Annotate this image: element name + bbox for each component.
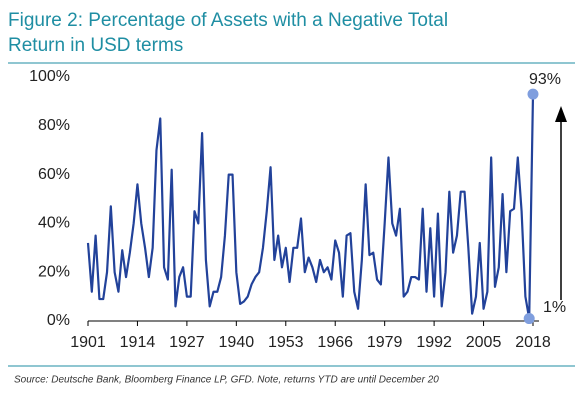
x-tick-label: 1914 bbox=[120, 334, 156, 351]
x-tick-label: 1901 bbox=[70, 334, 106, 351]
y-tick-label: 80% bbox=[38, 117, 70, 134]
chart-title: Figure 2: Percentage of Assets with a Ne… bbox=[8, 10, 448, 31]
x-tick-label: 2018 bbox=[515, 334, 551, 351]
x-tick-label: 2005 bbox=[466, 334, 502, 351]
y-tick-label: 60% bbox=[38, 166, 70, 183]
annotation: 1% bbox=[543, 299, 566, 316]
highlight-point bbox=[527, 88, 539, 100]
x-tick-label: 1953 bbox=[268, 334, 304, 351]
x-tick-label: 1979 bbox=[367, 334, 403, 351]
x-tick-label: 1966 bbox=[317, 334, 353, 351]
x-tick-label: 1940 bbox=[219, 334, 255, 351]
y-tick-label: 20% bbox=[38, 263, 70, 280]
y-tick-label: 40% bbox=[38, 215, 70, 232]
source: Source: Deutsche Bank, Bloomberg Finance… bbox=[14, 375, 439, 386]
x-tick-label: 1992 bbox=[416, 334, 452, 351]
highlight-point bbox=[523, 313, 535, 325]
chart-title: Return in USD terms bbox=[8, 35, 183, 56]
y-tick-label: 0% bbox=[47, 312, 70, 329]
x-tick-label: 1927 bbox=[169, 334, 205, 351]
annotation: 93% bbox=[529, 71, 561, 88]
arrow-head bbox=[555, 106, 567, 122]
line bbox=[86, 94, 535, 320]
y-tick-label: 100% bbox=[29, 68, 70, 85]
